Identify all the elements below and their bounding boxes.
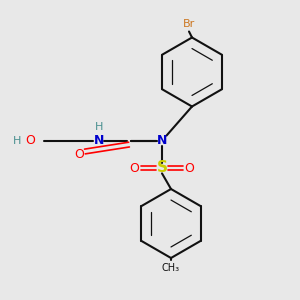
Text: O: O: [75, 148, 84, 161]
Text: O: O: [185, 161, 194, 175]
Text: O: O: [130, 161, 139, 175]
Text: Br: Br: [183, 19, 195, 29]
Text: N: N: [157, 134, 167, 148]
Text: H: H: [13, 136, 21, 146]
Text: O: O: [26, 134, 35, 148]
Text: S: S: [157, 160, 167, 175]
Text: N: N: [94, 134, 104, 148]
Text: H: H: [95, 122, 103, 132]
Text: CH₃: CH₃: [162, 262, 180, 273]
